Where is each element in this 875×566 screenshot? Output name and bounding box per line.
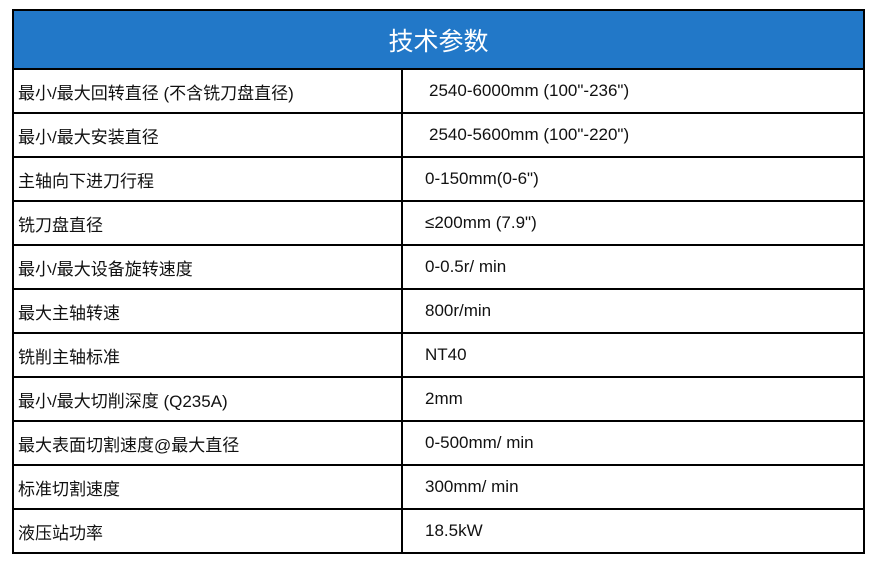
spec-table: 技术参数 最小/最大回转直径 (不含铣刀盘直径) 2540-6000mm (100… (12, 9, 865, 554)
param-label: 液压站功率 (12, 508, 403, 554)
param-label: 标准切割速度 (12, 464, 403, 510)
param-label: 铣削主轴标准 (12, 332, 403, 378)
param-label: 最小/最大设备旋转速度 (12, 244, 403, 290)
param-label: 最大主轴转速 (12, 288, 403, 334)
param-value: 300mm/ min (401, 464, 865, 510)
param-value: NT40 (401, 332, 865, 378)
table-row: 铣刀盘直径 ≤200mm (7.9") (12, 200, 865, 246)
param-label: 铣刀盘直径 (12, 200, 403, 246)
param-label: 最大表面切割速度@最大直径 (12, 420, 403, 466)
table-row: 最小/最大安装直径 2540-5600mm (100"-220") (12, 112, 865, 158)
param-value: 800r/min (401, 288, 865, 334)
param-value: 2540-6000mm (100"-236") (401, 68, 865, 114)
param-value: 0-0.5r/ min (401, 244, 865, 290)
param-value: 2540-5600mm (100"-220") (401, 112, 865, 158)
param-value: 0-150mm(0-6") (401, 156, 865, 202)
table-row: 标准切割速度 300mm/ min (12, 464, 865, 510)
param-label: 主轴向下进刀行程 (12, 156, 403, 202)
table-row: 最小/最大回转直径 (不含铣刀盘直径) 2540-6000mm (100"-236… (12, 68, 865, 114)
param-value: 2mm (401, 376, 865, 422)
table-row: 最小/最大设备旋转速度 0-0.5r/ min (12, 244, 865, 290)
param-value: 0-500mm/ min (401, 420, 865, 466)
table-row: 主轴向下进刀行程 0-150mm(0-6") (12, 156, 865, 202)
table-row: 铣削主轴标准 NT40 (12, 332, 865, 378)
table-row: 最小/最大切削深度 (Q235A) 2mm (12, 376, 865, 422)
param-label: 最小/最大安装直径 (12, 112, 403, 158)
param-value: 18.5kW (401, 508, 865, 554)
param-label: 最小/最大切削深度 (Q235A) (12, 376, 403, 422)
param-value: ≤200mm (7.9") (401, 200, 865, 246)
table-title: 技术参数 (12, 9, 865, 70)
param-label: 最小/最大回转直径 (不含铣刀盘直径) (12, 68, 403, 114)
table-row: 最大主轴转速 800r/min (12, 288, 865, 334)
table-row: 液压站功率 18.5kW (12, 508, 865, 554)
table-row: 最大表面切割速度@最大直径 0-500mm/ min (12, 420, 865, 466)
